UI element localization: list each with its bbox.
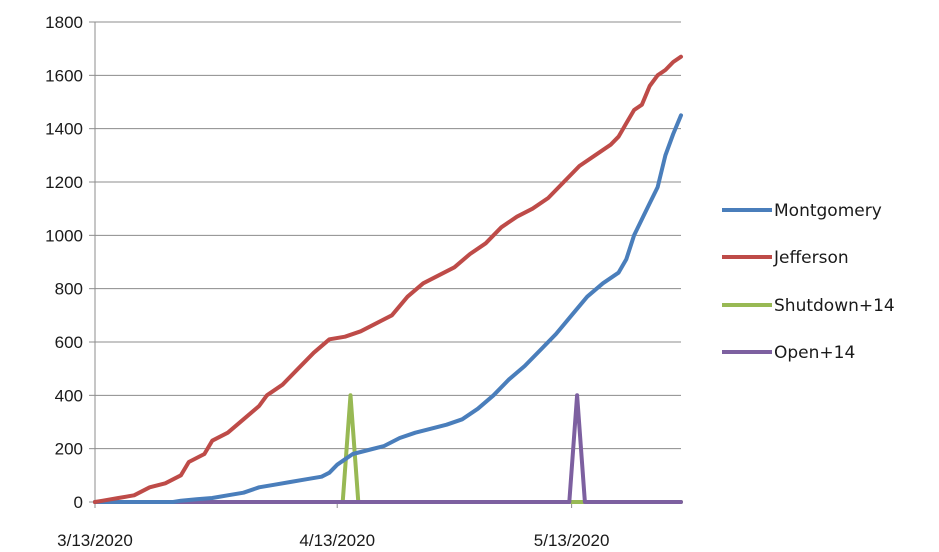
- series-lines: [93, 54, 683, 504]
- y-tick-label: 200: [55, 440, 83, 459]
- legend-label-shutdown-14: Shutdown+14: [774, 296, 895, 316]
- series-line-montgomery: [93, 113, 683, 504]
- y-tick-label: 600: [55, 333, 83, 352]
- legend-label-jefferson: Jefferson: [773, 248, 849, 268]
- y-tick-labels: 0 200 400 600 800 1000 1200 1400 1600 1800: [45, 13, 83, 512]
- x-tick-label: 4/13/2020: [299, 531, 375, 550]
- axes: [89, 21, 681, 508]
- y-tick-label: 1000: [45, 226, 83, 245]
- x-tick-labels: 3/13/2020 4/13/2020 5/13/2020: [57, 531, 609, 550]
- x-tick-label: 5/13/2020: [534, 531, 610, 550]
- y-tick-label: 1600: [45, 66, 83, 85]
- series-line-jefferson: [93, 54, 683, 504]
- gridlines: [95, 21, 681, 450]
- legend-label-montgomery: Montgomery: [774, 201, 882, 221]
- y-tick-label: 0: [74, 493, 83, 512]
- legend-label-open-14: Open+14: [774, 343, 855, 363]
- legend: Montgomery Jefferson Shutdown+14 Open+14: [722, 201, 895, 363]
- y-tick-label: 1800: [45, 13, 83, 32]
- y-tick-label: 1200: [45, 173, 83, 192]
- y-tick-label: 400: [55, 386, 83, 405]
- y-tick-label: 1400: [45, 120, 83, 139]
- x-tick-label: 3/13/2020: [57, 531, 133, 550]
- y-tick-label: 800: [55, 280, 83, 299]
- series-line-open-14: [93, 393, 683, 504]
